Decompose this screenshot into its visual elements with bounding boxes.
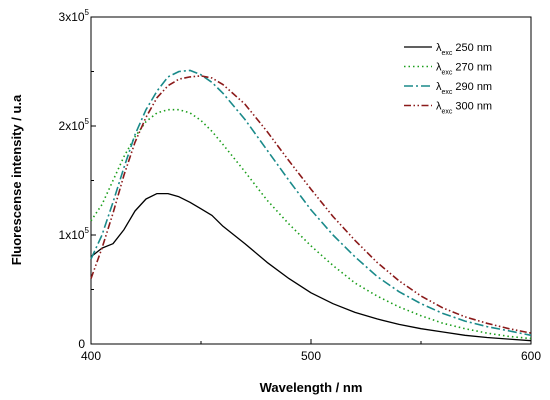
y-tick-label: 2x105 — [59, 117, 90, 133]
series-line-270-nm — [90, 108, 532, 340]
legend-label: λexc 250 nm — [436, 42, 492, 57]
series-group — [90, 69, 532, 342]
legend-label: λexc 270 nm — [436, 62, 492, 77]
y-tick-label: 1x105 — [59, 226, 90, 242]
x-tick-label: 500 — [301, 349, 321, 363]
series-line-300-nm — [90, 75, 532, 334]
x-axis-title: Wavelength / nm — [260, 380, 363, 395]
x-tick-label: 400 — [81, 349, 101, 363]
legend-label: λexc 300 nm — [436, 101, 492, 116]
x-axis: 400 500 600 — [81, 339, 541, 363]
y-tick-label: 3x105 — [59, 8, 90, 24]
y-axis: 0 1x105 2x105 3x105 — [59, 8, 96, 351]
series-line-250-nm — [90, 192, 532, 342]
y-tick-label: 0 — [78, 337, 85, 351]
legend-label: λexc 290 nm — [436, 81, 492, 96]
series-line-290-nm — [90, 69, 532, 337]
x-tick-label: 600 — [521, 349, 541, 363]
legend: λexc 250 nm λexc 270 nm λexc 290 nm λexc 300 nm — [404, 42, 492, 116]
y-axis-title: Fluorescense intensity / u.a — [9, 94, 24, 265]
